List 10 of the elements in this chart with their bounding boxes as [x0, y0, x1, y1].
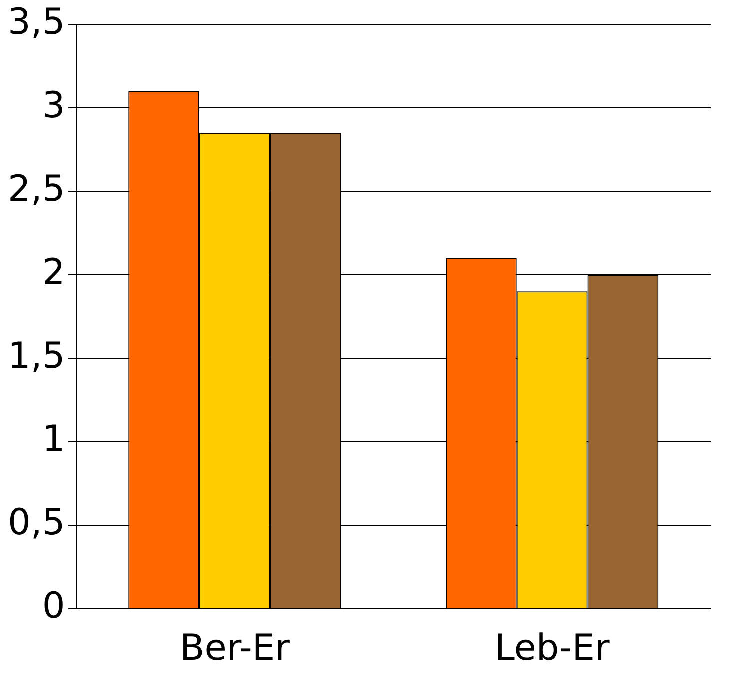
- x-tick-label: Ber-Er: [180, 628, 290, 669]
- y-tick-label: 2,5: [8, 168, 66, 210]
- x-tick-label: Leb-Er: [494, 628, 610, 669]
- y-tick-label: 0,5: [8, 502, 66, 544]
- y-tick-label: 3,5: [8, 2, 66, 43]
- y-tick-label: 1,5: [8, 336, 66, 377]
- y-tick-label: 2: [42, 252, 66, 294]
- y-tick-label: 0: [42, 586, 66, 628]
- y-tick-label: 3: [42, 85, 66, 126]
- y-tick-label: 1: [42, 419, 66, 460]
